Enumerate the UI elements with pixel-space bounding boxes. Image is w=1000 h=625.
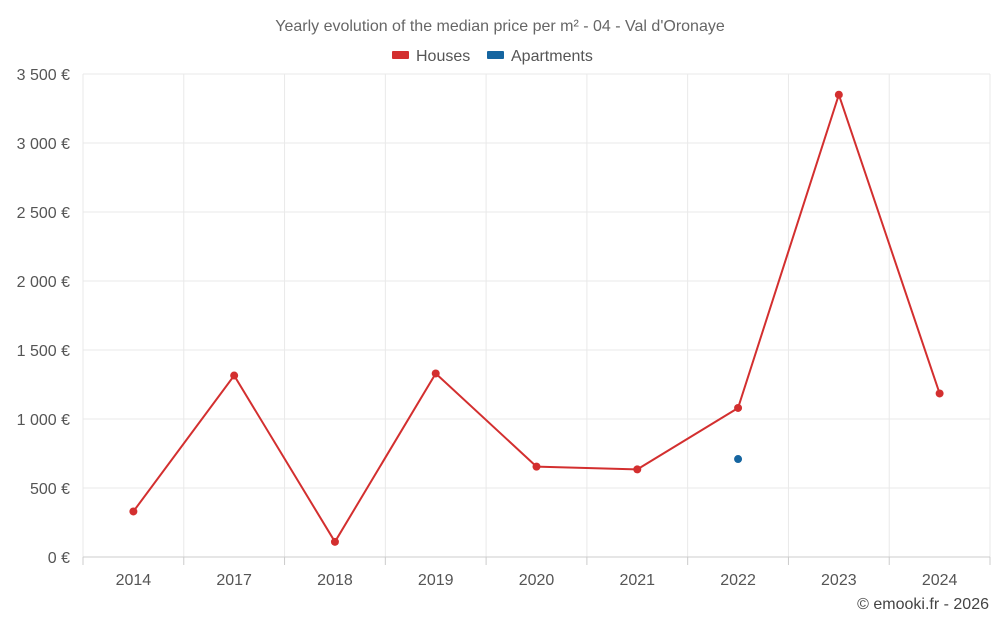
data-point-houses[interactable] xyxy=(532,462,541,471)
chart-title: Yearly evolution of the median price per… xyxy=(275,18,725,35)
legend-swatch-apartments[interactable] xyxy=(487,51,504,59)
data-point-houses[interactable] xyxy=(935,389,944,398)
y-tick-label: 500 € xyxy=(30,481,70,498)
x-tick-label: 2022 xyxy=(720,572,756,589)
data-point-houses[interactable] xyxy=(633,465,642,474)
series-apartments xyxy=(734,455,743,464)
legend: Houses Apartments xyxy=(392,48,593,65)
data-point-houses[interactable] xyxy=(834,90,843,99)
credit-text: © emooki.fr - 2026 xyxy=(857,596,989,613)
y-tick-label: 0 € xyxy=(48,550,70,567)
x-tick-label: 2018 xyxy=(317,572,353,589)
data-point-houses[interactable] xyxy=(734,403,743,412)
y-tick-label: 3 500 € xyxy=(17,67,70,84)
x-tick-label: 2024 xyxy=(922,572,958,589)
x-tick-label: 2020 xyxy=(519,572,555,589)
x-tick-label: 2019 xyxy=(418,572,454,589)
series-layer xyxy=(129,90,944,546)
y-tick-label: 1 500 € xyxy=(17,343,70,360)
x-axis-labels: 2014 2017 2018 2019 2020 2021 2022 2023 2024 xyxy=(116,572,958,589)
gridlines xyxy=(82,73,991,565)
data-point-houses[interactable] xyxy=(330,537,339,546)
y-tick-label: 3 000 € xyxy=(17,136,70,153)
legend-swatch-houses[interactable] xyxy=(392,51,409,59)
x-tick-label: 2021 xyxy=(619,572,655,589)
y-tick-label: 2 500 € xyxy=(17,205,70,222)
data-point-houses[interactable] xyxy=(230,371,239,380)
y-tick-label: 2 000 € xyxy=(17,274,70,291)
data-point-houses[interactable] xyxy=(431,369,440,378)
y-tick-label: 1 000 € xyxy=(17,412,70,429)
data-point-houses[interactable] xyxy=(129,507,138,516)
data-point-apartments[interactable] xyxy=(734,455,743,464)
y-axis-labels: 0 € 500 € 1 000 € 1 500 € 2 000 € 2 500 € 3 00… xyxy=(17,67,70,567)
legend-label-apartments[interactable]: Apartments xyxy=(511,48,593,65)
x-tick-label: 2014 xyxy=(116,572,152,589)
x-tick-label: 2017 xyxy=(216,572,252,589)
x-tick-label: 2023 xyxy=(821,572,857,589)
series-houses xyxy=(129,90,944,546)
series-line-houses xyxy=(132,93,941,543)
legend-label-houses[interactable]: Houses xyxy=(416,48,470,65)
